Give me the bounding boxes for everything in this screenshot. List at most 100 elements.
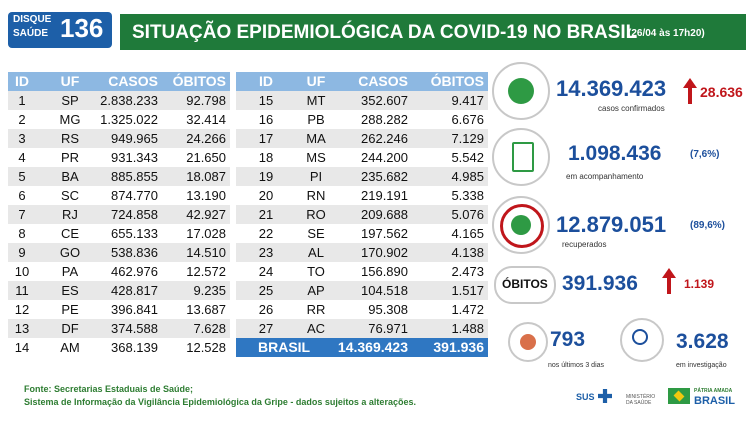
table-row: 24 TO 156.890 2.473 — [236, 262, 488, 281]
table-cell: 7.129 — [451, 131, 484, 146]
table-cell: 949.965 — [111, 131, 158, 146]
table-cell: 12 — [14, 302, 30, 317]
table-cell: 42.927 — [186, 207, 226, 222]
table-cell: 885.855 — [111, 169, 158, 184]
table-cell: 1.517 — [451, 283, 484, 298]
table-cell: 5.076 — [451, 207, 484, 222]
table-row: 11 ES 428.817 9.235 — [8, 281, 230, 300]
table-cell: 724.858 — [111, 207, 158, 222]
table-cell: 5.338 — [451, 188, 484, 203]
deaths-change: 1.139 — [684, 277, 715, 291]
table-cell: 104.518 — [361, 283, 408, 298]
monitoring-pct: (7,6%) — [690, 149, 720, 160]
table-cell: 14 — [14, 340, 30, 355]
recovered-pct: (89,6%) — [690, 220, 726, 231]
table-row: 4 PR 931.343 21.650 — [8, 148, 230, 167]
table-cell: 655.133 — [111, 226, 158, 241]
monitoring-label: em acompanhamento — [566, 172, 644, 181]
deaths-badge — [494, 266, 556, 304]
table-cell: 874.770 — [111, 188, 158, 203]
column-header: ID — [259, 73, 273, 89]
total-deaths: 391.936 — [433, 339, 484, 355]
table-cell: 5.542 — [451, 150, 484, 165]
table-cell: 2.473 — [451, 264, 484, 279]
recovered-label: recuperados — [562, 240, 607, 249]
table-cell: 76.971 — [368, 321, 408, 336]
table-row: 7 RJ 724.858 42.927 — [8, 205, 230, 224]
table-cell: 24 — [258, 264, 274, 279]
table-cell: 16 — [258, 112, 274, 127]
title-bar — [120, 14, 746, 50]
table-cell: RR — [306, 302, 326, 317]
table-row: 15 MT 352.607 9.417 — [236, 91, 488, 110]
footer-line2: Sistema de Informação da Vigilância Epid… — [24, 397, 416, 407]
table-header: ID UF CASOS ÓBITOS — [236, 72, 488, 91]
table-row: 22 SE 197.562 4.165 — [236, 224, 488, 243]
table-cell: 352.607 — [361, 93, 408, 108]
table-cell: 21.650 — [186, 150, 226, 165]
table-row: 2 MG 1.325.022 32.414 — [8, 110, 230, 129]
table-cell: 1 — [18, 93, 26, 108]
recovered-value: 12.879.051 — [556, 212, 667, 237]
table-cell: 92.798 — [186, 93, 226, 108]
table-cell: 156.890 — [361, 264, 408, 279]
logo-number: 136 — [60, 13, 104, 43]
table-cell: 219.191 — [361, 188, 408, 203]
table-cell: 7 — [18, 207, 26, 222]
table-row: 10 PA 462.976 12.572 — [8, 262, 230, 281]
table-cell: 9.417 — [451, 93, 484, 108]
column-header: ÓBITOS — [430, 73, 484, 89]
total-row: BRASIL 14.369.423 391.936 — [236, 338, 488, 357]
table-cell: RJ — [62, 207, 78, 222]
table-cell: 13.687 — [186, 302, 226, 317]
table-cell: 235.682 — [361, 169, 408, 184]
column-header: ID — [15, 73, 29, 89]
table-cell: 27 — [258, 321, 274, 336]
table-cell: SC — [60, 188, 80, 203]
table-row: 17 MA 262.246 7.129 — [236, 129, 488, 148]
table-row: 8 CE 655.133 17.028 — [8, 224, 230, 243]
table-cell: MG — [59, 112, 81, 127]
table-row: 13 DF 374.588 7.628 — [8, 319, 230, 338]
icon-recovered — [492, 196, 550, 254]
table-cell: PR — [60, 150, 80, 165]
table-cell: 9 — [18, 245, 26, 260]
table-row: 23 AL 170.902 4.138 — [236, 243, 488, 262]
table-row: 19 PI 235.682 4.985 — [236, 167, 488, 186]
table-cell: 13.190 — [186, 188, 226, 203]
table-cell: MA — [306, 131, 326, 146]
table-cell: 26 — [258, 302, 274, 317]
motto: PÁTRIA AMADA — [694, 388, 733, 394]
icon-clipboard — [492, 128, 550, 186]
table-cell: 3 — [18, 131, 26, 146]
table-row: 12 PE 396.841 13.687 — [8, 300, 230, 319]
table-row: 18 MS 244.200 5.542 — [236, 148, 488, 167]
sus-logo: SUS — [576, 392, 595, 402]
table-cell: 9.235 — [193, 283, 226, 298]
table-cell: 262.246 — [361, 131, 408, 146]
table-cell: 1.472 — [451, 302, 484, 317]
sus-cross — [598, 389, 612, 403]
confirmed-change: 28.636 — [700, 84, 743, 100]
table-cell: PB — [307, 112, 325, 127]
table-cell: 22 — [258, 226, 274, 241]
table-cell: 396.841 — [111, 302, 158, 317]
table-row: 26 RR 95.308 1.472 — [236, 300, 488, 319]
flag — [668, 388, 690, 404]
table-row: 27 AC 76.971 1.488 — [236, 319, 488, 338]
table-row: 16 PB 288.282 6.676 — [236, 110, 488, 129]
deaths-label: ÓBITOS — [502, 277, 548, 291]
table-cell: 25 — [258, 283, 274, 298]
logo-box — [8, 12, 112, 48]
table-cell: 12.572 — [186, 264, 226, 279]
column-header: ÓBITOS — [172, 73, 226, 89]
table-cell: 95.308 — [368, 302, 408, 317]
table-cell: RN — [306, 188, 326, 203]
total-cases: 14.369.423 — [337, 339, 408, 355]
table-cell: 5 — [18, 169, 26, 184]
icon-virus — [492, 62, 550, 120]
table-cell: 170.902 — [361, 245, 408, 260]
table-cell: AM — [60, 340, 80, 355]
table-cell: 10 — [14, 264, 30, 279]
table-cell: 931.343 — [111, 150, 158, 165]
